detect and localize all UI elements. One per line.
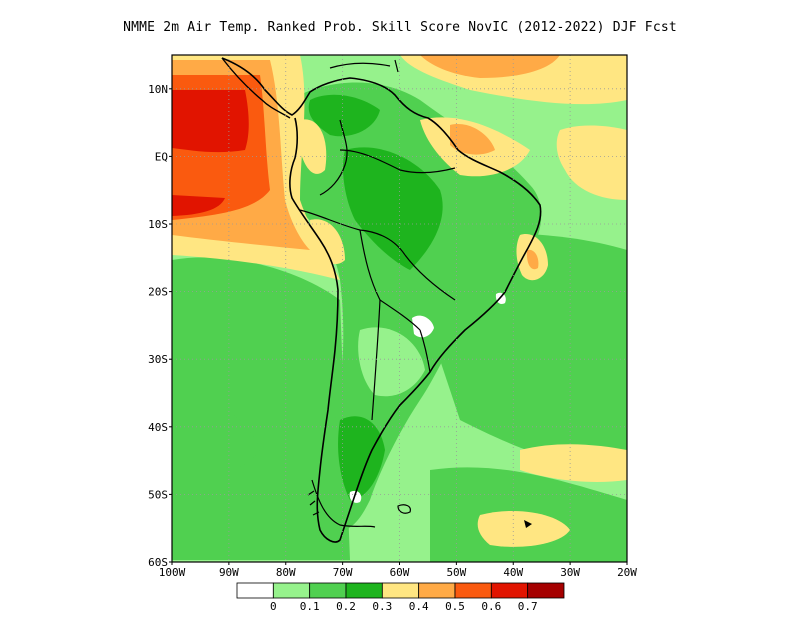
latitude-tick-label: EQ: [155, 150, 168, 163]
latitude-tick-label: 20S: [148, 286, 168, 299]
colorbar-label: 0.2: [336, 600, 356, 613]
longitude-tick-label: 20W: [617, 566, 637, 579]
skill-region-0.4: [300, 119, 327, 174]
longitude-tick-label: 100W: [159, 566, 186, 579]
colorbar-swatch: [418, 582, 456, 599]
colorbar-swatch: [381, 582, 420, 599]
coastline: [524, 520, 532, 528]
longitude-tick-label: 80W: [276, 566, 296, 579]
colorbar-label: 0.1: [300, 600, 320, 613]
colorbar-swatch: [454, 582, 492, 599]
map-title: NMME 2m Air Temp. Ranked Prob. Skill Sco…: [123, 20, 677, 35]
latitude-tick-label: 60S: [148, 556, 168, 569]
longitude-tick-label: 70W: [333, 566, 353, 579]
coastline: [221, 57, 291, 119]
longitude-tick-label: 40W: [503, 566, 523, 579]
longitude-tick-label: 60W: [390, 566, 410, 579]
skill-region-0.5: [526, 249, 539, 270]
latitude-tick-label: 30S: [148, 353, 168, 366]
skill-region-0.4: [556, 125, 627, 200]
colorbar-swatch: [490, 582, 529, 599]
colorbar-label: 0.7: [518, 600, 538, 613]
colorbar-label: 0: [270, 600, 277, 613]
coastline: [329, 59, 399, 73]
latitude-labels: 10N EQ 10S 20S 30S 40S 50S 60S: [148, 83, 172, 569]
colorbar-label: 0.6: [481, 600, 501, 613]
skill-region-0.3: [338, 416, 385, 500]
skill-region-0.7: [172, 90, 249, 153]
skill-region-0.5: [420, 55, 560, 78]
colorbar-swatch: [272, 582, 311, 599]
colorbar-swatch: [345, 582, 383, 599]
longitude-labels: 100W 90W 80W 70W 60W 50W 40W 30W 20W: [159, 562, 637, 579]
skill-region-0.3: [308, 94, 380, 137]
skill-region-0.2: [172, 398, 260, 480]
skill-region-0.2: [172, 257, 350, 560]
colorbar: 0 0.1 0.2 0.3 0.4 0.5 0.6 0.7: [236, 582, 565, 613]
skill-region-0.5: [450, 124, 495, 155]
latitude-tick-label: 50S: [148, 488, 168, 501]
skill-region-0: [495, 292, 506, 304]
longitude-tick-label: 30W: [560, 566, 580, 579]
longitude-tick-label: 50W: [446, 566, 466, 579]
colorbar-label: 0.4: [409, 600, 429, 613]
latitude-tick-label: 10N: [148, 83, 168, 96]
colorbar-swatch: [309, 582, 347, 599]
country-borders: [299, 119, 456, 421]
colorbar-swatch: [236, 582, 274, 599]
latitude-tick-label: 40S: [148, 421, 168, 434]
skill-region-0: [349, 490, 362, 503]
skill-region-0.7: [172, 195, 225, 216]
colorbar-label: 0.5: [445, 600, 465, 613]
colorbar-swatch: [527, 582, 565, 599]
coastline: [397, 504, 411, 514]
skill-region-0.3: [343, 147, 443, 270]
map-field: [172, 55, 627, 562]
skill-region-0.4: [477, 510, 570, 547]
gridlines: [172, 55, 627, 562]
skill-region-0.4: [310, 219, 345, 265]
colorbar-label: 0.3: [372, 600, 392, 613]
coastline: [311, 479, 376, 528]
skill-region-0: [412, 315, 434, 338]
latitude-tick-label: 10S: [148, 218, 168, 231]
skill-region-0.4: [520, 444, 627, 482]
longitude-tick-label: 90W: [219, 566, 239, 579]
